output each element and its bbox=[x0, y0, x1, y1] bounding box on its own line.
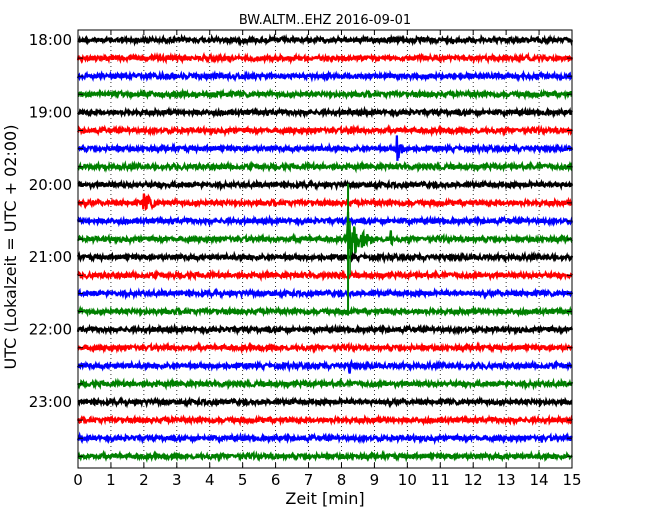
x-tick-label: 8 bbox=[337, 471, 347, 489]
x-tick-label: 9 bbox=[370, 471, 380, 489]
x-tick-label: 2 bbox=[139, 471, 149, 489]
trace-line bbox=[76, 322, 574, 336]
x-axis-ticks: 0 1 2 3 4 5 6 7 8 9 10 11 12 13 14 15 bbox=[73, 30, 582, 489]
x-tick-label: 5 bbox=[238, 471, 248, 489]
event-spike bbox=[347, 183, 351, 316]
y-axis-label: UTC (Lokalzeit = UTC + 02:00) bbox=[1, 125, 20, 370]
y-tick-label: 20:00 bbox=[29, 176, 72, 194]
x-tick-label: 6 bbox=[271, 471, 281, 489]
chart-title: BW.ALTM..EHZ 2016-09-01 bbox=[239, 13, 411, 28]
trace-line bbox=[77, 341, 574, 355]
trace-line bbox=[77, 305, 573, 318]
trace-line bbox=[77, 395, 573, 409]
trace-group bbox=[76, 33, 574, 464]
x-tick-label: 10 bbox=[398, 471, 417, 489]
trace-line bbox=[77, 87, 573, 101]
x-tick-label: 3 bbox=[172, 471, 182, 489]
trace-line bbox=[77, 449, 573, 464]
y-tick-label: 18:00 bbox=[29, 31, 72, 49]
trace-line bbox=[77, 33, 574, 47]
trace-line bbox=[76, 123, 574, 138]
plot-frame bbox=[77, 29, 573, 469]
trace-line bbox=[76, 413, 574, 427]
y-axis-ticks: 18:00 19:00 20:00 21:00 22:00 23:00 bbox=[29, 31, 572, 457]
y-tick-label: 22:00 bbox=[29, 321, 72, 339]
x-tick-label: 4 bbox=[205, 471, 215, 489]
trace-line bbox=[77, 105, 573, 119]
x-tick-label: 14 bbox=[530, 471, 549, 489]
x-tick-label: 15 bbox=[562, 471, 581, 489]
trace-line bbox=[76, 250, 574, 265]
y-tick-label: 21:00 bbox=[29, 248, 72, 266]
trace-line bbox=[77, 193, 573, 212]
x-axis-label: Zeit [min] bbox=[285, 489, 364, 508]
trace-line bbox=[76, 69, 573, 83]
y-tick-label: 23:00 bbox=[29, 393, 72, 411]
x-tick-label: 12 bbox=[464, 471, 483, 489]
trace-line bbox=[76, 268, 574, 283]
trace-line bbox=[77, 159, 574, 174]
trace-line bbox=[76, 211, 573, 260]
trace-line bbox=[77, 135, 574, 161]
x-tick-label: 0 bbox=[73, 471, 83, 489]
trace-line bbox=[76, 51, 574, 65]
trace-line bbox=[76, 377, 574, 391]
trace-line bbox=[77, 287, 574, 301]
x-tick-label: 7 bbox=[304, 471, 314, 489]
x-tick-label: 11 bbox=[431, 471, 450, 489]
y-tick-label: 19:00 bbox=[29, 103, 72, 121]
trace-line bbox=[76, 431, 573, 446]
trace-line bbox=[77, 178, 574, 192]
trace-line bbox=[76, 214, 574, 228]
x-tick-label: 13 bbox=[497, 471, 516, 489]
x-tick-label: 1 bbox=[106, 471, 116, 489]
trace-line bbox=[76, 358, 573, 374]
